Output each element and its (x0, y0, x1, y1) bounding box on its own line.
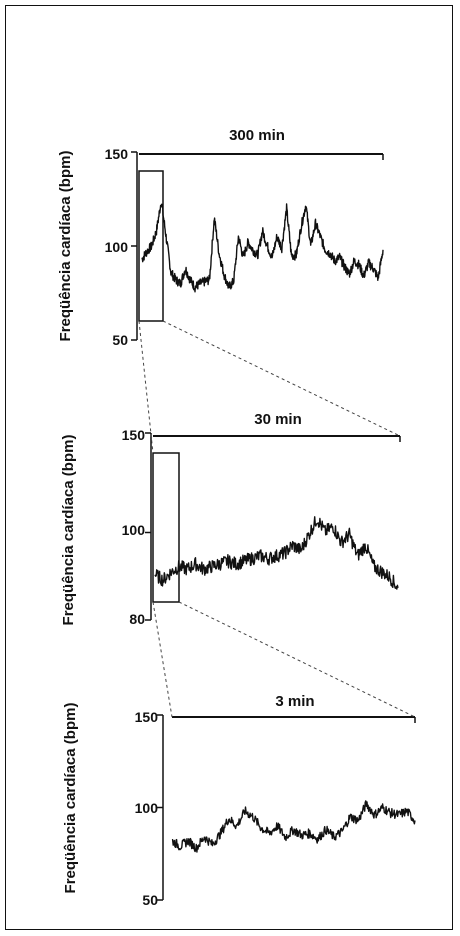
zoom-connector-2-right (178, 601, 416, 718)
panel2-heart-rate-line (154, 516, 399, 590)
panel3-tick-100: 100 (135, 800, 159, 816)
zoom-connector-1-right (162, 320, 401, 437)
panel1-tick-100: 100 (105, 239, 129, 255)
panel2-ylabel: Freqüência cardíaca (bpm) (60, 435, 77, 626)
panel2-duration-label: 30 min (254, 411, 302, 428)
panel3-heart-rate-line (171, 800, 416, 853)
panel3-ylabel: Freqüência cardíaca (bpm) (62, 703, 79, 894)
panel3-tick-50: 50 (142, 892, 158, 908)
panel1-ylabel: Freqüência cardíaca (bpm) (57, 151, 74, 342)
figure-frame (5, 5, 453, 930)
panel1-tick-50: 50 (112, 332, 128, 348)
panel3-duration-label: 3 min (275, 693, 314, 710)
panel2-tick-80: 80 (129, 611, 145, 627)
zoom-connector-2-left (152, 601, 173, 718)
panel3-tick-150: 150 (135, 709, 159, 725)
panel1-zoom-box (138, 170, 164, 322)
panel2-zoom-box (152, 452, 180, 603)
panel1-duration-label: 300 min (229, 127, 285, 144)
panel1-heart-rate-line (141, 203, 384, 293)
zoom-connector-1-left (138, 320, 154, 454)
panel2-tick-100: 100 (122, 522, 146, 538)
panel2-tick-150: 150 (122, 427, 146, 443)
panel1-tick-150: 150 (105, 146, 129, 162)
